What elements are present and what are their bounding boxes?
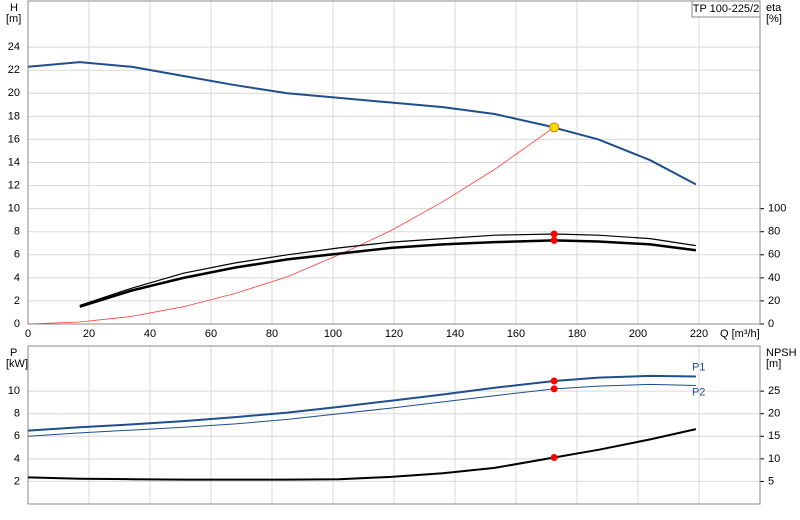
y-axis-unit: [m]: [6, 13, 21, 25]
y2-tick-label: 40: [768, 272, 780, 284]
x-tick-label: 20: [83, 328, 95, 340]
x-tick-label: 160: [507, 328, 525, 340]
duty-point: [550, 236, 558, 244]
y-tick-label: 4: [14, 453, 20, 465]
x-tick-label: 180: [568, 328, 586, 340]
curve: [79, 233, 696, 307]
plot-frame: [27, 0, 761, 325]
curve: [28, 428, 697, 481]
x-tick-label: 140: [446, 328, 464, 340]
y-tick-label: 8: [14, 408, 20, 420]
y2-tick-label: 20: [768, 295, 780, 307]
y-tick-label: 14: [8, 156, 20, 168]
x-tick-label: 60: [205, 328, 217, 340]
x-tick-label: 120: [385, 328, 403, 340]
curve: [28, 61, 697, 186]
curve: [28, 374, 696, 432]
y-tick-label: 24: [8, 41, 20, 53]
y-tick-label: 2: [14, 295, 20, 307]
y-tick-label: 0: [14, 318, 20, 330]
y-tick-label: 18: [8, 110, 20, 122]
y2-tick-label: 80: [768, 226, 780, 238]
duty-point: [549, 122, 560, 133]
y-tick-label: 10: [8, 203, 20, 215]
y-axis-unit: [kW]: [6, 358, 28, 370]
x-tick-label: 100: [324, 328, 342, 340]
x-tick-label: 200: [629, 328, 647, 340]
y2-tick-label: 0: [768, 318, 774, 330]
y2-tick-label: 15: [768, 430, 780, 442]
y2-tick-label: 20: [768, 408, 780, 420]
x-tick-label: 0: [25, 328, 31, 340]
x-axis-label: Q [m³/h]: [720, 328, 760, 340]
y-tick-label: 22: [8, 64, 20, 76]
y-tick-label: 6: [14, 249, 20, 261]
x-tick-label: 80: [266, 328, 278, 340]
y-tick-label: 6: [14, 430, 20, 442]
y2-axis-unit: [m]: [766, 358, 781, 370]
curve: [28, 383, 696, 437]
curve: [79, 239, 697, 308]
duty-point: [550, 230, 558, 238]
y2-tick-label: 100: [768, 203, 786, 215]
y2-axis-unit: [%]: [766, 13, 782, 25]
duty-point: [550, 377, 558, 385]
y-tick-label: 10: [8, 385, 20, 397]
curve: [28, 126, 555, 324]
series-label: P2: [692, 386, 705, 398]
y2-axis-label: eta: [766, 2, 782, 14]
y2-axis-label: NPSH: [766, 347, 797, 359]
y-tick-label: 8: [14, 226, 20, 238]
y-axis-label: P: [10, 347, 17, 359]
y-tick-label: 2: [14, 475, 20, 487]
plot-frame: [27, 345, 761, 505]
x-tick-label: 220: [690, 328, 708, 340]
y2-tick-label: 60: [768, 249, 780, 261]
duty-point: [550, 454, 558, 462]
duty-point: [550, 385, 558, 393]
y-tick-label: 20: [8, 87, 20, 99]
series-label: P1: [692, 361, 705, 373]
x-tick-label: 40: [144, 328, 156, 340]
chart-title: TP 100-225/2: [693, 3, 759, 15]
y2-tick-label: 5: [768, 475, 774, 487]
y-axis-label: H: [10, 2, 18, 14]
y-tick-label: 16: [8, 133, 20, 145]
y2-tick-label: 25: [768, 385, 780, 397]
title-box: [691, 0, 761, 18]
y-tick-label: 4: [14, 272, 20, 284]
y-tick-label: 12: [8, 179, 20, 191]
y2-tick-label: 10: [768, 453, 780, 465]
